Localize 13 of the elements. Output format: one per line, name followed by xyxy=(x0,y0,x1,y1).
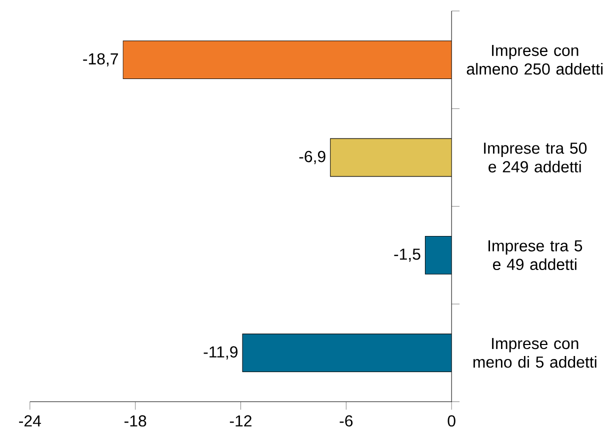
data-label: -6,9 xyxy=(299,151,326,164)
x-tick-label: -12 xyxy=(230,415,252,427)
x-tick-label: -18 xyxy=(124,415,146,427)
y-tick-label: Imprese tra 50 e 249 addetti xyxy=(484,142,587,173)
y-tick-label: Imprese con almeno 250 addetti xyxy=(466,45,603,75)
x-tick-label: -24 xyxy=(19,415,41,427)
x-tick-label: 0 xyxy=(448,415,456,427)
data-label: -1,5 xyxy=(394,248,420,262)
x-tick-label: -6 xyxy=(340,415,353,427)
y-tick-label: Imprese tra 5 e 49 addetti xyxy=(488,240,582,270)
data-label: -18,7 xyxy=(83,53,118,67)
data-label: -11,9 xyxy=(204,346,238,360)
y-tick-label: Imprese con meno di 5 addetti xyxy=(473,338,596,368)
